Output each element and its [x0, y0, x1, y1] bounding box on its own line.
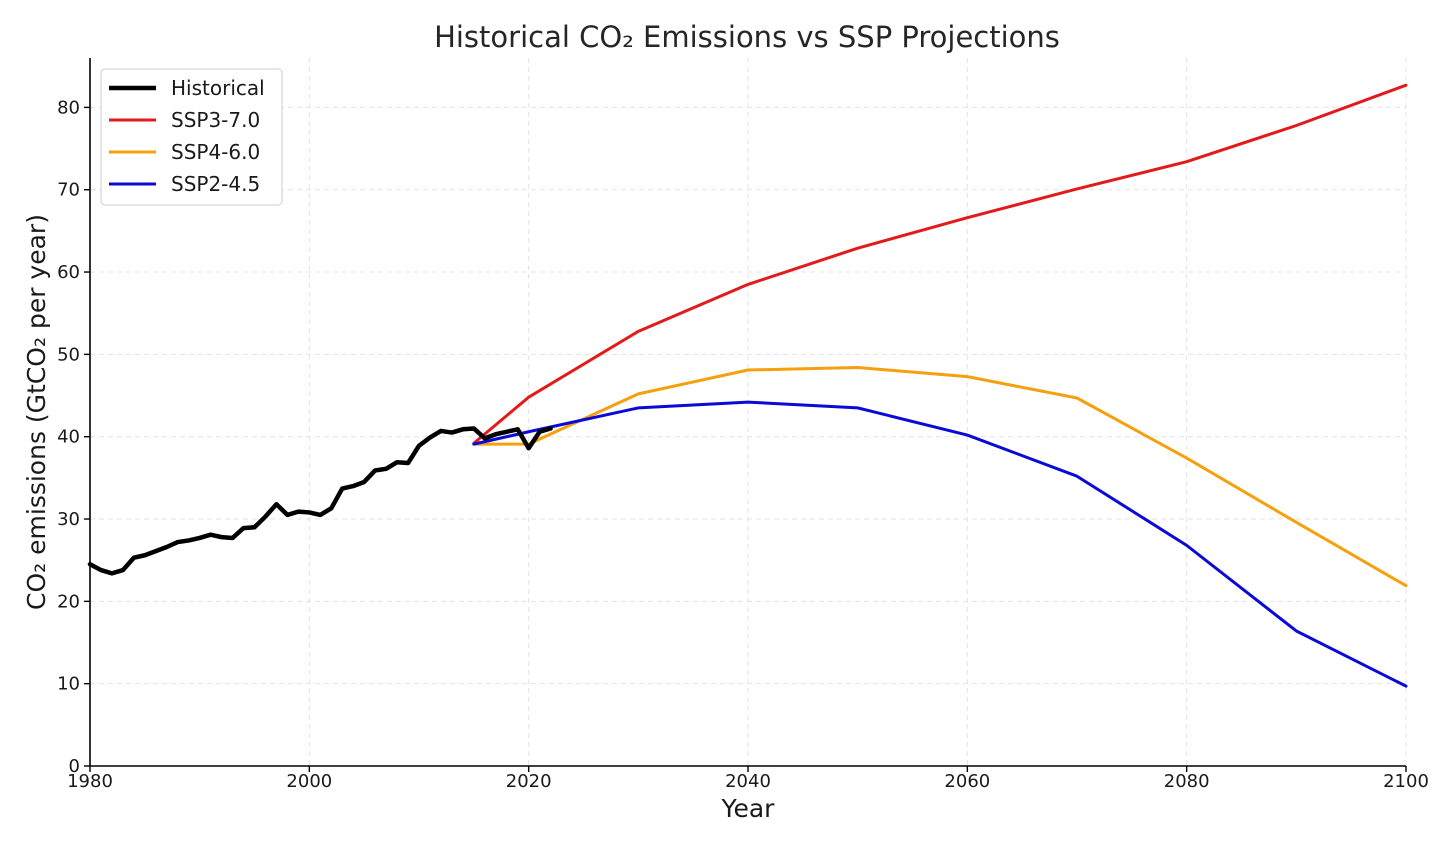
y-tick-label: 60: [57, 262, 80, 283]
chart-title: Historical CO₂ Emissions vs SSP Projecti…: [434, 20, 1060, 54]
y-tick-label: 70: [57, 180, 80, 201]
y-ticks: 0 10 20 30 40 50 60 70 80: [57, 97, 90, 777]
series-line-ssp2-4-5: [472, 400, 1408, 688]
legend-label-ssp2-4-5: SSP2-4.5: [171, 172, 260, 196]
series-line-historical: [87, 426, 553, 576]
y-tick-label: 50: [57, 344, 80, 365]
x-tick-label: 2100: [1383, 771, 1429, 792]
legend-box: [100, 68, 283, 206]
x-tick-label: 2020: [506, 771, 552, 792]
series-line-ssp4-6-0: [472, 366, 1408, 588]
x-tick-label: 2080: [1164, 771, 1210, 792]
y-tick-label: 10: [57, 674, 80, 695]
x-tick-label: 2040: [725, 771, 771, 792]
x-ticks: 1980 2000 2020 2040 2060 2080 2100: [67, 766, 1429, 792]
legend-label-ssp4-6-0: SSP4-6.0: [171, 140, 260, 164]
x-tick-label: 1980: [67, 771, 113, 792]
legend: Historical SSP3-7.0 SSP4-6.0 SSP2-4.5: [100, 68, 283, 206]
grid: [90, 58, 1407, 766]
legend-label-historical: Historical: [171, 76, 265, 100]
y-tick-label: 40: [57, 427, 80, 448]
x-axis-label: Year: [721, 794, 776, 823]
y-tick-label: 0: [69, 756, 80, 777]
x-tick-label: 2000: [286, 771, 332, 792]
x-tick-label: 2060: [944, 771, 990, 792]
y-tick-label: 80: [57, 97, 80, 118]
series-line-ssp3-7-0: [472, 83, 1408, 445]
series-lines: [87, 83, 1408, 688]
y-axis-label: CO₂ emissions (GtCO₂ per year): [22, 214, 51, 610]
y-tick-label: 20: [57, 591, 80, 612]
y-tick-label: 30: [57, 509, 80, 530]
legend-label-ssp3-7-0: SSP3-7.0: [171, 108, 260, 132]
